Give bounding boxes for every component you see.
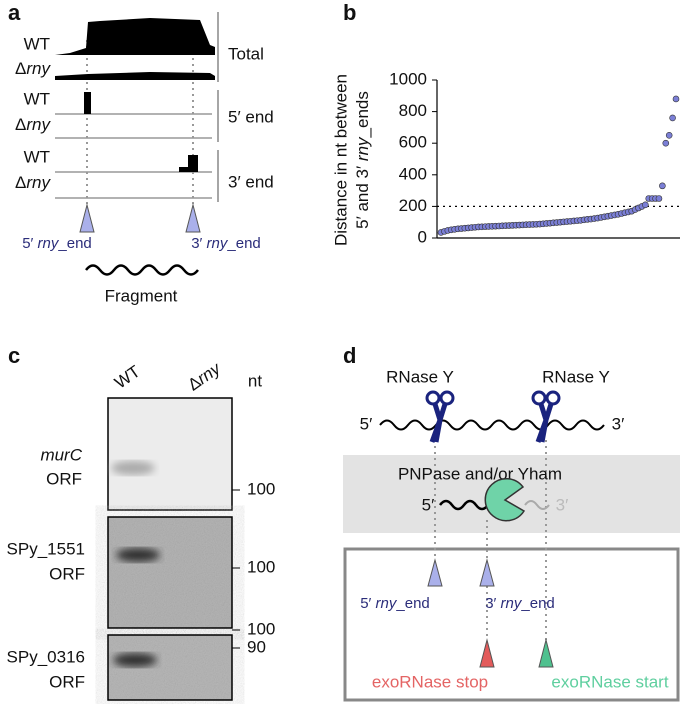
gene-label: SPy_0316 [7, 647, 85, 666]
size-marker: 100 [247, 557, 275, 576]
y-axis-label: Distance in nt between [331, 74, 350, 246]
data-point [659, 182, 666, 190]
y-tick-label: 1000 [389, 69, 427, 88]
rna-strand [524, 500, 550, 510]
result-box [343, 547, 680, 702]
orf-label: ORF [49, 672, 85, 691]
orf-label: ORF [49, 564, 85, 583]
data-point [655, 195, 663, 202]
panel-a: WT Δrny Total WT Δrny 5′ end WT Δrny 3′ … [15, 12, 274, 305]
y-axis-label: 5′ and 3′ rny_ends [353, 91, 372, 229]
cut-site-marker [427, 558, 443, 587]
gel-band [116, 548, 160, 562]
y-tick-label: 800 [399, 101, 427, 120]
coverage-track [55, 72, 215, 80]
panel-label: c [8, 343, 20, 368]
gene-label: SPy_1551 [7, 539, 85, 558]
cut-site-marker [479, 558, 495, 587]
y-tick-label: 200 [399, 196, 427, 215]
stop-marker [479, 638, 495, 668]
row-label: WT [24, 89, 50, 108]
cut-site-marker [185, 203, 201, 233]
start-marker [538, 638, 554, 668]
panel-label: a [8, 0, 21, 25]
end-peak [188, 155, 198, 172]
data-point [669, 114, 676, 122]
end-label: 5′ rny_end [22, 235, 92, 252]
end-label: 5′ rny_end [360, 595, 430, 612]
fragment-label: Fragment [105, 286, 178, 305]
data-point [642, 201, 649, 209]
gel-image [108, 635, 232, 700]
strand-end: 5′ [422, 495, 435, 514]
data-point [662, 139, 670, 147]
y-tick-label: 600 [399, 133, 427, 152]
size-marker: 100 [247, 619, 275, 638]
panel-b: Distance in nt between 5′ and 3′ rny_end… [331, 69, 680, 246]
gel-band [113, 653, 157, 667]
lane-label: WT [111, 362, 144, 393]
end-label: 3′ rny_end [191, 235, 261, 252]
fragment-wave [85, 264, 199, 276]
size-marker: 90 [247, 637, 266, 656]
enzyme-label: RNase Y [542, 367, 610, 386]
row-label: Δrny [15, 59, 51, 78]
lane-label: Δrny [185, 358, 226, 394]
data-point [672, 95, 680, 103]
y-tick-label: 0 [418, 227, 427, 246]
gel-image [108, 517, 232, 628]
data-point [665, 132, 673, 139]
row-label: Δrny [15, 115, 51, 134]
exo-label: exoRNase stop [372, 672, 488, 691]
exonuclease [484, 477, 526, 522]
coverage-track [55, 18, 215, 55]
exo-label: exoRNase start [551, 672, 668, 691]
gel-frame [107, 516, 233, 629]
panel-c: WT Δrny nt murC ORF 100 SPy_1551 ORF 100… [7, 358, 275, 701]
y-tick-label: 400 [399, 164, 427, 183]
gel-frame [107, 634, 233, 701]
panel-label: b [343, 0, 356, 25]
cut-site-marker [79, 203, 95, 233]
panel-label: d [343, 343, 356, 368]
scissors [531, 390, 561, 443]
box-title: PNPase and/or Yham [398, 464, 562, 483]
enzyme-label: RNase Y [386, 367, 454, 386]
size-marker: 100 [247, 479, 275, 498]
group-label: 3′ end [228, 172, 274, 191]
end-label: 3′ rny_end [485, 595, 555, 612]
strand-end: 5′ [360, 414, 373, 433]
end-peak [84, 92, 91, 114]
gene-label: murC [40, 445, 82, 464]
end-peak [179, 167, 188, 172]
rna-strand [379, 419, 605, 431]
orf-label: ORF [46, 469, 82, 488]
gel-band [111, 461, 155, 475]
gel-image [107, 397, 233, 511]
group-label: 5′ end [228, 107, 274, 126]
group-label: Total [228, 44, 264, 63]
rna-strand [439, 499, 489, 511]
row-label: Δrny [15, 173, 51, 192]
row-label: WT [24, 34, 50, 53]
unit-label: nt [248, 371, 262, 390]
strand-end: 3′ [612, 414, 625, 433]
strand-end: 3′ [556, 495, 569, 514]
panel-d: RNase Y RNase Y 5′ 3′ PNPase and/or Yham… [343, 367, 680, 702]
scissors [425, 390, 455, 443]
row-label: WT [24, 147, 50, 166]
